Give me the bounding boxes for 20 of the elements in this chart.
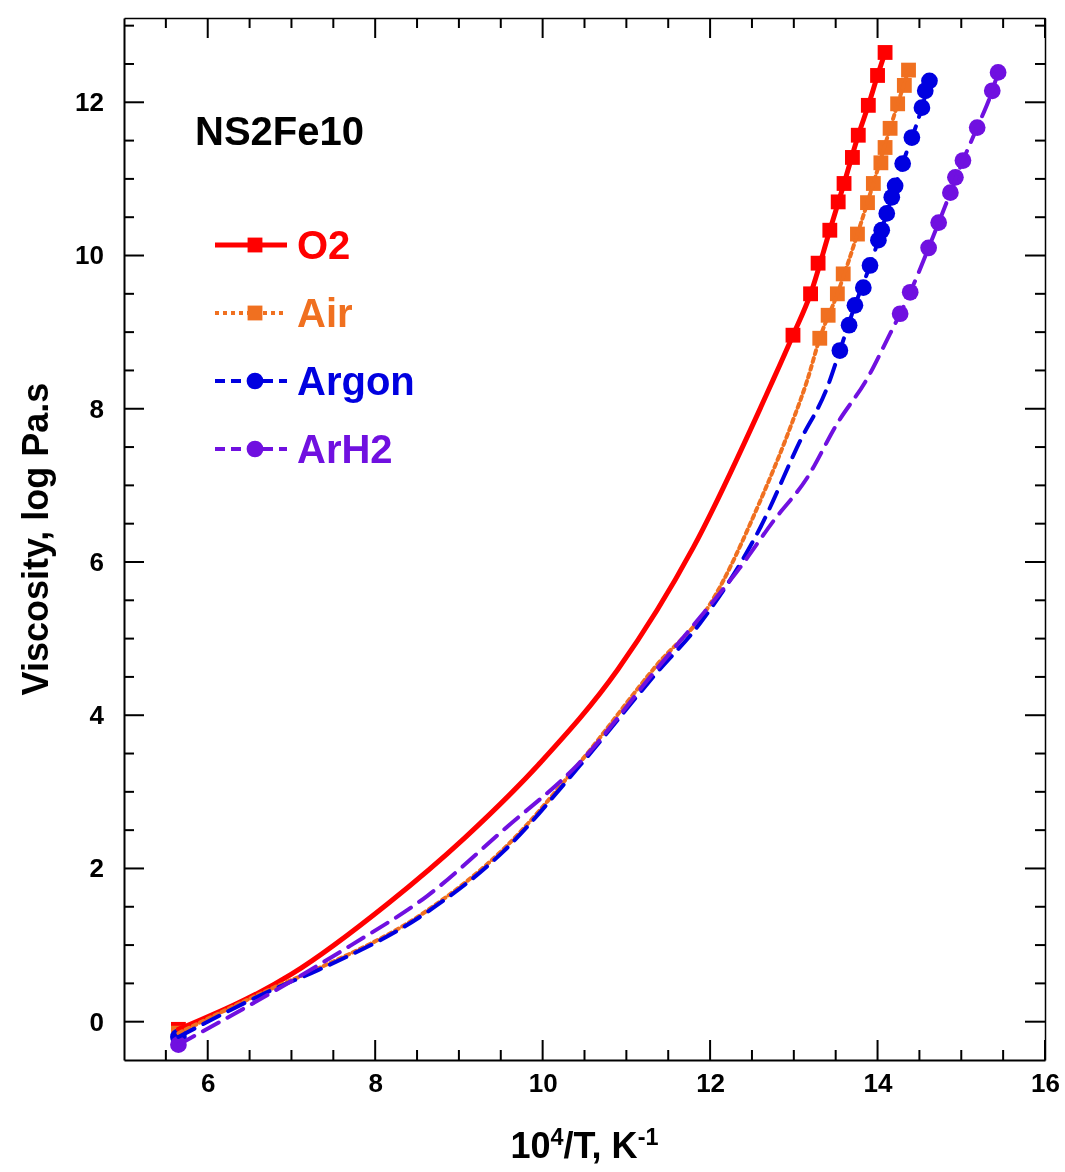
legend-label: Air — [297, 291, 353, 335]
annotation: NS2Fe10 — [195, 109, 364, 153]
x-tick-label: 10 — [528, 1068, 558, 1099]
y-tick-label: 2 — [89, 853, 104, 884]
y-axis-title: Viscosity, log Pa.s — [15, 382, 56, 696]
x-tick-label: 6 — [200, 1068, 216, 1099]
y-tick-label: 0 — [89, 1006, 104, 1037]
y-tick-label: 6 — [89, 546, 104, 577]
y-tick-label: 10 — [75, 240, 104, 271]
x-tick-label: 14 — [863, 1068, 894, 1099]
y-tick-label: 4 — [89, 700, 105, 731]
x-tick-label: 8 — [368, 1068, 383, 1099]
legend-label: ArH2 — [297, 427, 393, 471]
x-tick-label: 12 — [696, 1068, 726, 1099]
legend-label: Argon — [297, 359, 415, 403]
y-tick-label: 12 — [75, 87, 104, 118]
legend-label: O2 — [297, 223, 351, 267]
y-tick-label: 8 — [89, 393, 104, 424]
x-tick-label: 16 — [1031, 1068, 1060, 1099]
x-axis-title: 10$^{4}$/T, K$^{-1}$ — [510, 1124, 659, 1166]
